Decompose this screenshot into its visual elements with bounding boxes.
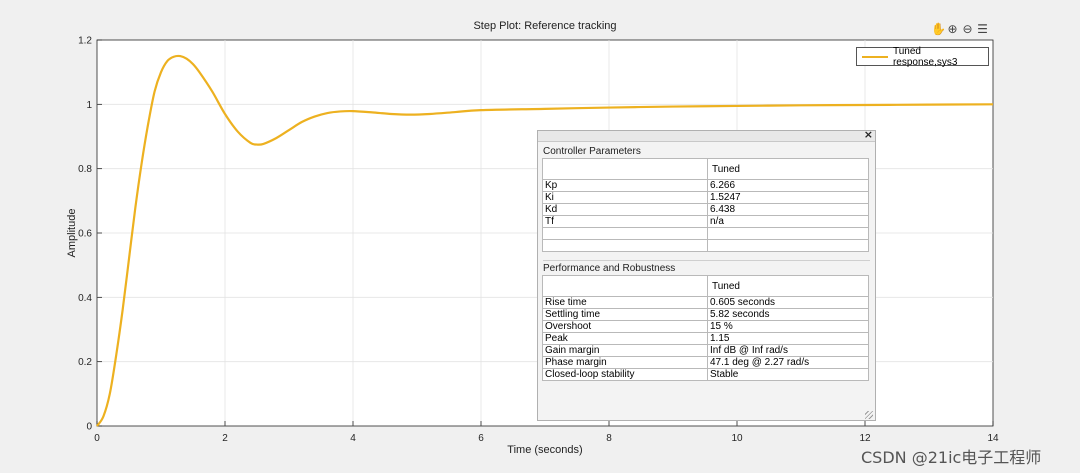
y-tick-label: 0.4 [78, 293, 92, 304]
y-tick-label: 0.2 [78, 357, 92, 368]
param-name: Ki [542, 191, 708, 204]
chart-title: Step Plot: Reference tracking [473, 20, 616, 32]
y-tick-label: 0 [86, 422, 92, 433]
data-tips-icon[interactable]: ☰ [977, 22, 988, 36]
metric-value: 47.1 deg @ 2.27 rad/s [707, 356, 869, 369]
x-tick-label: 4 [350, 433, 356, 444]
metric-value: Inf dB @ Inf rad/s [707, 344, 869, 357]
legend-entry: Tuned response,sys3 [892, 45, 958, 68]
controller-parameters-table: Tuned Kp 6.266 Ki 1.5247 Kd 6.438 Tf n/a [542, 158, 869, 252]
metric-name: Closed-loop stability [542, 368, 708, 381]
param-value: 1.5247 [707, 191, 869, 204]
metric-value: Stable [707, 368, 869, 381]
controller-parameters-title: Controller Parameters [543, 146, 641, 157]
table-header-empty [542, 158, 708, 180]
x-tick-label: 0 [94, 433, 100, 444]
zoom-in-icon[interactable]: ⊕ [947, 22, 958, 36]
table-row: Ki 1.5247 [542, 191, 869, 204]
x-tick-label: 2 [222, 433, 228, 444]
x-tick-label: 14 [987, 433, 999, 444]
table-header-row: Tuned [542, 158, 869, 180]
y-tick-label: 0.8 [78, 164, 92, 175]
x-tick-label: 6 [478, 433, 484, 444]
param-value [707, 227, 869, 240]
x-tick-label: 10 [731, 433, 743, 444]
param-value: 6.266 [707, 179, 869, 192]
metric-value: 0.605 seconds [707, 296, 869, 309]
table-row: Rise time 0.605 seconds [542, 296, 869, 309]
close-icon[interactable]: × [863, 128, 873, 141]
param-name [542, 227, 708, 240]
metric-name: Overshoot [542, 320, 708, 333]
metric-name: Phase margin [542, 356, 708, 369]
param-value [707, 239, 869, 252]
parameters-panel: × Controller Parameters Tuned Kp 6.266 Ki… [537, 128, 876, 421]
axis-ticks: 0 2 4 6 8 10 12 14 0 0.2 0.4 0.6 0.8 1 1.2 [78, 36, 999, 445]
metric-value: 15 % [707, 320, 869, 333]
x-axis-label: Time (seconds) [507, 444, 582, 456]
performance-table: Tuned Rise time 0.605 seconds Settling ti… [542, 275, 869, 381]
table-row: Gain margin Inf dB @ Inf rad/s [542, 344, 869, 357]
zoom-out-icon[interactable]: ⊖ [962, 22, 973, 36]
table-row: Kp 6.266 [542, 179, 869, 192]
panel-titlebar[interactable]: × [538, 128, 875, 142]
table-header-row: Tuned [542, 275, 869, 297]
legend-swatch [862, 55, 888, 58]
x-tick-label: 8 [606, 433, 612, 444]
resize-grip-icon[interactable] [865, 411, 873, 419]
series-line-tuned-response [96, 54, 994, 427]
y-axis-label: Amplitude [66, 209, 78, 258]
table-row [542, 239, 869, 252]
param-name [542, 239, 708, 252]
table-row: Closed-loop stability Stable [542, 368, 869, 381]
plot-toolbar: ✋ ⊕ ⊖ ☰ [931, 23, 989, 36]
table-header-tuned: Tuned [707, 275, 869, 297]
metric-name: Peak [542, 332, 708, 345]
x-tick-label: 12 [859, 433, 871, 444]
y-tick-label: 1 [86, 100, 92, 111]
table-header-tuned: Tuned [707, 158, 869, 180]
table-row: Phase margin 47.1 deg @ 2.27 rad/s [542, 356, 869, 369]
table-row: Tf n/a [542, 215, 869, 228]
table-row [542, 227, 869, 240]
watermark: CSDN @21ic电子工程师 [861, 448, 1042, 467]
y-tick-label: 0.6 [78, 229, 92, 240]
y-tick-label: 1.2 [78, 36, 92, 47]
pan-hand-icon[interactable]: ✋ [931, 22, 946, 36]
param-name: Kp [542, 179, 708, 192]
legend[interactable]: Tuned response,sys3 [856, 45, 989, 68]
performance-robustness-title: Performance and Robustness [543, 260, 870, 275]
table-row: Kd 6.438 [542, 203, 869, 216]
param-name: Kd [542, 203, 708, 216]
table-row: Settling time 5.82 seconds [542, 308, 869, 321]
table-row: Overshoot 15 % [542, 320, 869, 333]
metric-name: Rise time [542, 296, 708, 309]
metric-value: 5.82 seconds [707, 308, 869, 321]
metric-name: Settling time [542, 308, 708, 321]
metric-name: Gain margin [542, 344, 708, 357]
param-value: 6.438 [707, 203, 869, 216]
metric-value: 1.15 [707, 332, 869, 345]
table-header-empty [542, 275, 708, 297]
table-row: Peak 1.15 [542, 332, 869, 345]
param-value: n/a [707, 215, 869, 228]
param-name: Tf [542, 215, 708, 228]
